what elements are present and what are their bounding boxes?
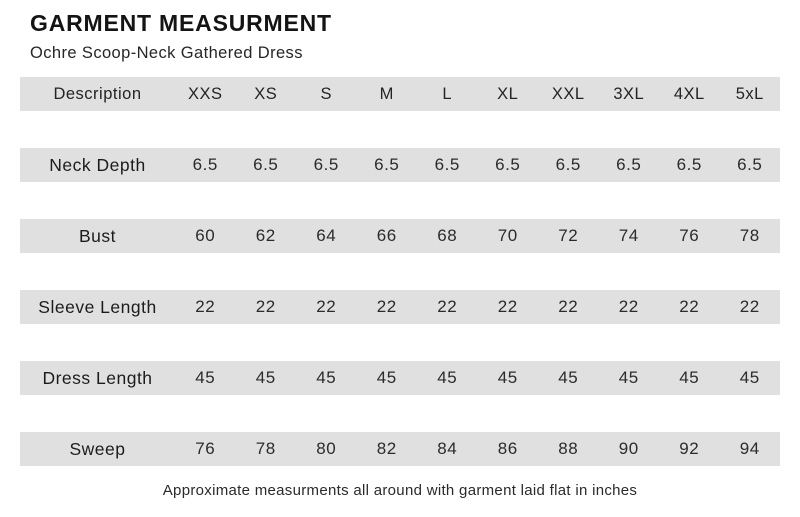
cell-value: 22	[679, 297, 700, 316]
cell-value: 6.5	[555, 155, 581, 174]
cell-value: 45	[437, 368, 458, 387]
cell-value: 6.5	[253, 155, 279, 174]
header-cell-xxs: XXS	[187, 84, 223, 103]
cell-value: 6.5	[313, 155, 339, 174]
cell-value: 45	[679, 368, 700, 387]
cell-value: 45	[376, 368, 397, 387]
cell-value: 45	[255, 368, 276, 387]
header-cell-xs: XS	[254, 84, 278, 103]
size-chart-page: GARMENT MEASURMENT Ochre Scoop-Neck Gath…	[0, 10, 800, 517]
size-chart-table: Description XXS XS S M L XL XXL 3XL 4XL …	[0, 77, 800, 466]
header-cell-5xl: 5xL	[735, 84, 764, 103]
cell-value: 94	[739, 439, 760, 458]
cell-value: 88	[558, 439, 579, 458]
cell-value: 45	[316, 368, 337, 387]
cell-value: 22	[497, 297, 518, 316]
page-subtitle: Ochre Scoop-Neck Gathered Dress	[30, 44, 303, 62]
cell-value: 6.5	[737, 155, 763, 174]
cell-value: 84	[437, 439, 458, 458]
cell-value: 80	[316, 439, 337, 458]
cell-value: 45	[497, 368, 518, 387]
table-header-row: Description XXS XS S M L XL XXL 3XL 4XL …	[20, 77, 780, 111]
cell-value: 45	[618, 368, 639, 387]
table-row-sweep: Sweep 76 78 80 82 84 86 88 90 92 94	[20, 432, 780, 466]
cell-value: 22	[437, 297, 458, 316]
table-row-sleeve-length: Sleeve Length 22 22 22 22 22 22 22 22 22…	[20, 290, 780, 324]
cell-value: 62	[255, 226, 276, 245]
table-row-bust: Bust 60 62 64 66 68 70 72 74 76 78	[20, 219, 780, 253]
table-row-dress-length: Dress Length 45 45 45 45 45 45 45 45 45 …	[20, 361, 780, 395]
row-label: Sleeve Length	[38, 296, 157, 317]
cell-value: 70	[497, 226, 518, 245]
row-label: Dress Length	[42, 367, 153, 388]
header-cell-xl: XL	[497, 84, 519, 103]
cell-value: 22	[618, 297, 639, 316]
page-title: GARMENT MEASURMENT	[30, 10, 332, 36]
cell-value: 82	[376, 439, 397, 458]
row-label: Bust	[78, 225, 117, 246]
cell-value: 22	[558, 297, 579, 316]
cell-value: 6.5	[434, 155, 460, 174]
cell-value: 76	[195, 439, 216, 458]
header-cell-description: Description	[53, 84, 142, 103]
header-cell-s: S	[320, 84, 332, 103]
cell-value: 6.5	[192, 155, 218, 174]
cell-value: 6.5	[495, 155, 521, 174]
cell-value: 22	[195, 297, 216, 316]
cell-value: 6.5	[616, 155, 642, 174]
cell-value: 78	[739, 226, 760, 245]
header-cell-l: L	[442, 84, 453, 103]
header-cell-xxl: XXL	[551, 84, 585, 103]
cell-value: 64	[316, 226, 337, 245]
cell-value: 45	[739, 368, 760, 387]
cell-value: 6.5	[374, 155, 400, 174]
header-cell-m: M	[379, 84, 394, 103]
cell-value: 22	[739, 297, 760, 316]
cell-value: 45	[195, 368, 216, 387]
cell-value: 6.5	[676, 155, 702, 174]
row-label: Neck Depth	[49, 154, 146, 175]
row-label: Sweep	[69, 438, 126, 459]
cell-value: 72	[558, 226, 579, 245]
footer-note: Approximate measurments all around with …	[162, 482, 638, 499]
cell-value: 74	[618, 226, 639, 245]
table-row-neck-depth: Neck Depth 6.5 6.5 6.5 6.5 6.5 6.5 6.5 6…	[20, 148, 780, 182]
cell-value: 22	[376, 297, 397, 316]
cell-value: 22	[316, 297, 337, 316]
cell-value: 45	[558, 368, 579, 387]
cell-value: 68	[437, 226, 458, 245]
cell-value: 92	[679, 439, 700, 458]
cell-value: 86	[497, 439, 518, 458]
cell-value: 76	[679, 226, 700, 245]
cell-value: 22	[255, 297, 276, 316]
header-cell-3xl: 3XL	[613, 84, 645, 103]
cell-value: 78	[255, 439, 276, 458]
cell-value: 66	[376, 226, 397, 245]
header-cell-4xl: 4XL	[673, 84, 705, 103]
cell-value: 90	[618, 439, 639, 458]
cell-value: 60	[195, 226, 216, 245]
